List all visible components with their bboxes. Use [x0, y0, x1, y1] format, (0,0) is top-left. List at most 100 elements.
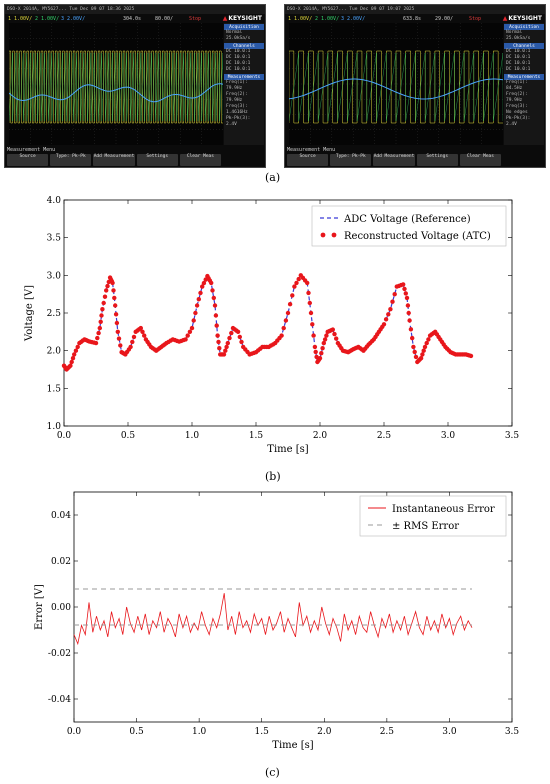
reconstructed-point: [112, 295, 117, 301]
reconstructed-point: [217, 346, 222, 351]
reconstructed-point: [402, 286, 407, 292]
measurement-row: Freq(1):: [506, 80, 528, 85]
reconstructed-point: [319, 351, 324, 356]
softkey-button[interactable]: Type: Pk-Pk: [50, 154, 92, 166]
reconstructed-point: [225, 340, 230, 346]
panel-a-label: (a): [265, 171, 281, 184]
measurement-row: 2.4V: [226, 122, 237, 127]
reconstructed-point: [210, 288, 215, 293]
reconstructed-point: [381, 322, 387, 327]
side-panel: Acquisition Normal 25.0kSa/s Channels DC…: [504, 23, 544, 145]
panel-c-label: (c): [265, 766, 280, 779]
waveform-display: [9, 23, 223, 145]
softkey-button[interactable]: Settings: [416, 154, 458, 166]
channels-header: Channels: [504, 43, 544, 49]
softkey-button[interactable]: Source: [7, 154, 49, 166]
softkey-button[interactable]: Source: [287, 154, 329, 166]
scope-title-bar: DSO-X 2014A, MY5627... Tue Dec 09 07 18:…: [5, 5, 265, 14]
y-axis-label: Error [V]: [34, 584, 45, 630]
reconstructed-point: [320, 346, 325, 351]
reconstructed-point: [403, 291, 408, 296]
softkey-button[interactable]: Clear Meas: [179, 154, 222, 166]
reconstructed-point: [221, 352, 227, 357]
measurement-row: 84.5Hz: [506, 86, 523, 91]
reconstructed-point: [306, 290, 311, 296]
reconstructed-point: [196, 297, 201, 302]
x-tick-label: 0.0: [57, 431, 72, 441]
reconstructed-point: [420, 352, 425, 357]
acquisition-header: Acquisition: [224, 24, 264, 30]
reconstructed-point: [187, 329, 193, 334]
reconstructed-point: [128, 344, 133, 350]
oscilloscope-screen-right: DSO-X 2014A, MY5627... Tue Dec 09 07 19:…: [284, 4, 546, 168]
reconstructed-point: [130, 339, 135, 345]
channel-2-scale: 2 1.00V/: [315, 16, 340, 22]
reconstructed-point: [223, 348, 228, 353]
legend-box: [359, 495, 507, 537]
measurement-menu-label: Measurement Menu: [287, 147, 336, 153]
reconstructed-point: [98, 319, 103, 324]
reconstructed-point: [183, 337, 188, 342]
reconstructed-point: [213, 313, 219, 318]
channel-rows: DC 10.0:1 DC 10.0:1 DC 10.0:1 DC 10.0:1: [504, 49, 544, 73]
reconstructed-point: [185, 333, 190, 338]
reconstructed-point: [294, 280, 299, 286]
y-tick-label: 2.0: [47, 347, 62, 357]
channel-3-scale: 3 2.00V/: [61, 16, 86, 22]
reconstructed-point: [105, 283, 110, 289]
x-tick-label: 1.5: [255, 727, 270, 737]
channel-row: DC 10.0:1: [226, 61, 251, 66]
reconstructed-point: [296, 276, 301, 282]
reconstructed-point: [408, 327, 414, 332]
channel-3-scale: 3 2.00V/: [341, 16, 366, 22]
voltage-chart: 0.0 0.5 1.0 1.5 2.0 2.5 3.0 3.5 1.0 1.5 2.0 2.5 3.0 3…: [24, 196, 519, 455]
reconstructed-point: [405, 303, 411, 308]
reconstructed-point: [334, 336, 339, 341]
x-tick-label: 3.0: [442, 727, 457, 737]
reconstructed-point: [229, 330, 234, 336]
acquisition-mode: Normal: [506, 30, 523, 35]
channel-1-trace: [289, 50, 503, 124]
reconstructed-point: [290, 293, 295, 298]
reconstructed-point: [104, 288, 109, 293]
reconstructed-point: [332, 331, 337, 337]
reconstructed-point: [215, 333, 220, 338]
side-panel: Acquisition Normal 25.0kSa/s Channels DC…: [224, 23, 264, 145]
reconstructed-point: [72, 352, 77, 357]
measurement-row: Pk-Pk(3):: [226, 116, 251, 121]
reconstructed-point: [214, 323, 219, 328]
reconstructed-point: [216, 339, 221, 345]
reconstructed-point: [138, 325, 143, 331]
channel-row: DC 10.0:1: [506, 67, 531, 72]
reconstructed-point: [212, 303, 218, 308]
measurement-menu-label: Measurement Menu: [7, 147, 56, 153]
channel-rows: DC 10.0:1 DC 10.0:1 DC 10.0:1 DC 10.0:1: [224, 49, 264, 73]
timebase: 29.00/: [435, 16, 454, 22]
measurements-header: Measurements: [504, 74, 544, 80]
softkey-button[interactable]: Settings: [136, 154, 178, 166]
softkey-button[interactable]: Type: Pk-Pk: [330, 154, 372, 166]
channel-2-trace: [289, 52, 503, 122]
panel-b-label: (b): [265, 470, 281, 483]
softkey-button[interactable]: Add Measurement: [373, 154, 415, 166]
reconstructed-point: [239, 339, 244, 345]
reconstructed-point: [95, 335, 100, 341]
softkey-button[interactable]: Clear Meas: [459, 154, 502, 166]
reconstructed-point: [116, 336, 122, 341]
reconstructed-point: [191, 318, 196, 323]
measurement-row: Freq(2):: [506, 92, 528, 97]
x-axis-label: Time [s]: [267, 444, 308, 455]
reconstructed-point: [424, 340, 429, 346]
measurement-row: 1.4616Hz: [226, 110, 248, 115]
y-tick-label: 2.5: [47, 309, 62, 319]
reconstructed-point: [410, 335, 415, 341]
legend-label-reference: ADC Voltage (Reference): [343, 214, 471, 225]
softkey-button[interactable]: Add Measurement: [93, 154, 135, 166]
measurement-row: 2.4V: [506, 122, 517, 127]
reconstructed-point: [224, 344, 229, 350]
channel-1-trace: [9, 50, 223, 124]
reconstructed-point: [401, 282, 406, 287]
y-tick-label: -0.04: [48, 695, 71, 705]
y-tick-label: 0.02: [51, 557, 71, 567]
channel-3-trace: [289, 78, 503, 100]
